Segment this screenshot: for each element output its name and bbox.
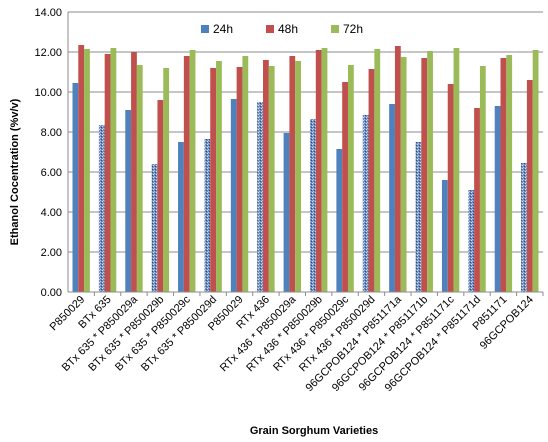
bar-72h-12 — [400, 57, 407, 292]
bar-72h-13 — [427, 51, 433, 292]
bar-48h-4 — [183, 56, 190, 292]
bar-72h-3 — [163, 68, 170, 292]
legend-label-72h: 72h — [343, 22, 363, 36]
bar-48h-1 — [104, 54, 111, 292]
bar-24h-4 — [178, 142, 184, 292]
bar-72h-6 — [242, 56, 249, 292]
bar-24h-14 — [441, 180, 448, 292]
bar-48h-7 — [263, 60, 269, 292]
bar-48h-17 — [526, 80, 533, 292]
bar-48h-12 — [394, 46, 401, 292]
bar-24h-8 — [283, 133, 290, 292]
bar-48h-2 — [131, 52, 137, 292]
bar-24h-5 — [204, 139, 211, 292]
bar-48h-3 — [157, 100, 164, 292]
bar-72h-4 — [189, 50, 196, 292]
bar-48h-5 — [210, 68, 217, 292]
bar-72h-10 — [347, 65, 354, 292]
bar-72h-16 — [506, 55, 513, 292]
y-tick-label: 8.00 — [41, 127, 62, 139]
bar-24h-9 — [309, 119, 316, 292]
axes — [67, 12, 544, 296]
bar-48h-11 — [368, 69, 375, 292]
y-tick-label: 4.00 — [41, 207, 62, 219]
bar-24h-10 — [336, 149, 343, 292]
bar-72h-11 — [374, 49, 381, 292]
bar-24h-7 — [257, 102, 264, 292]
bar-48h-9 — [315, 50, 322, 292]
bar-48h-10 — [342, 82, 348, 292]
bar-72h-14 — [453, 48, 460, 292]
bar-48h-13 — [421, 58, 428, 292]
bar-48h-8 — [289, 56, 296, 292]
bar-72h-17 — [532, 50, 539, 292]
bars — [72, 45, 539, 292]
legend-swatch-48h — [266, 25, 274, 33]
y-axis-title: Ethanol Cocentration (%v/v) — [9, 98, 21, 245]
bar-24h-6 — [230, 99, 237, 292]
bar-72h-8 — [295, 61, 302, 292]
y-tick-label: 10.00 — [34, 87, 62, 99]
y-tick-label: 14.00 — [34, 7, 62, 19]
legend-label-48h: 48h — [278, 22, 298, 36]
y-tick-labels: 0.00 2.00 4.00 6.00 8.00 10.00 12.00 14.00 — [34, 7, 62, 299]
bar-48h-15 — [474, 108, 480, 292]
x-axis-title: Grain Sorghum Varieties — [250, 425, 378, 437]
legend-label-24h: 24h — [213, 22, 233, 36]
bar-24h-3 — [151, 164, 158, 292]
bar-72h-2 — [136, 65, 143, 292]
y-tick-label: 6.00 — [41, 167, 62, 179]
bar-24h-2 — [125, 110, 132, 292]
legend-swatch-24h — [201, 25, 209, 33]
bar-48h-6 — [236, 67, 243, 292]
bar-72h-1 — [110, 48, 117, 292]
bar-72h-9 — [321, 48, 328, 292]
bar-48h-16 — [500, 58, 507, 292]
bar-24h-17 — [521, 163, 527, 292]
bar-24h-0 — [72, 83, 79, 292]
bar-72h-15 — [479, 66, 486, 292]
bar-24h-13 — [415, 142, 422, 292]
bar-72h-5 — [216, 61, 222, 292]
bar-24h-11 — [362, 115, 369, 292]
bar-24h-16 — [494, 106, 501, 292]
bar-72h-7 — [268, 66, 275, 292]
bar-48h-0 — [78, 45, 85, 292]
bar-24h-15 — [468, 190, 475, 292]
bar-48h-14 — [447, 84, 454, 292]
y-tick-label: 2.00 — [41, 247, 62, 259]
bar-24h-1 — [98, 125, 105, 292]
y-tick-label: 12.00 — [34, 47, 62, 59]
legend: 24h 48h 72h — [201, 22, 363, 36]
bar-72h-0 — [84, 49, 90, 292]
y-tick-label: 0.00 — [41, 287, 62, 299]
bar-24h-12 — [389, 104, 395, 292]
legend-swatch-72h — [331, 25, 339, 33]
gridlines — [68, 11, 543, 293]
